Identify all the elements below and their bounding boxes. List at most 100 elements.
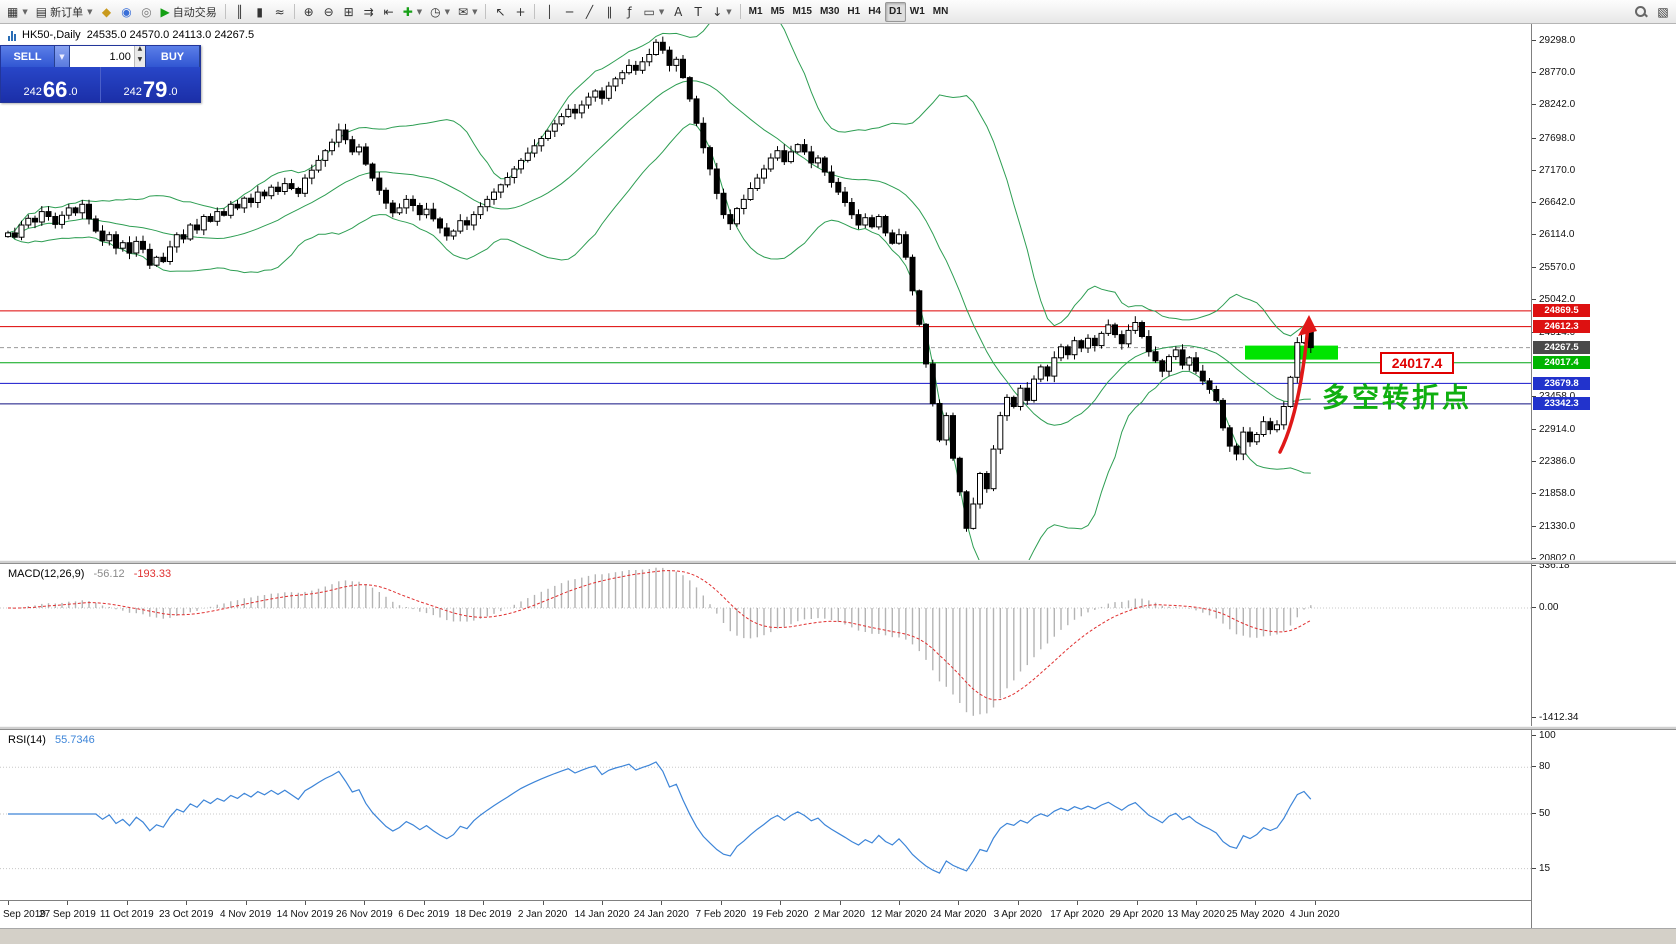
trend-arrow[interactable] (1278, 315, 1317, 454)
time-axis-label: 3 Apr 2020 (993, 909, 1042, 920)
sell-button[interactable]: SELL (1, 46, 55, 67)
fibonacci-button[interactable]: ƒ (619, 2, 639, 22)
price-chart-pane[interactable]: HK50-,Daily 24535.0 24570.0 24113.0 2426… (0, 24, 1676, 560)
status-strip (0, 928, 1676, 944)
cursor-button[interactable]: ↖ (490, 2, 510, 22)
chart-layout-button[interactable]: ▧ (1653, 2, 1673, 22)
autotrading-button[interactable]: ▶ 自动交易 (156, 2, 220, 22)
price-digits: 242 (23, 86, 42, 98)
horizontal-line-button[interactable]: ─ (559, 2, 579, 22)
candle (119, 240, 126, 252)
vertical-line-button[interactable]: │ (539, 2, 559, 22)
candle (855, 209, 862, 230)
line-chart-button[interactable]: ≈ (270, 2, 290, 22)
timeframe-h1[interactable]: H1 (843, 2, 864, 22)
rsi-axis-label: 15 (1539, 862, 1551, 874)
equidistant-channel-button[interactable]: ∥ (599, 2, 619, 22)
candle (801, 139, 808, 155)
pane-splitter[interactable] (0, 726, 1676, 730)
trendline-button[interactable]: ╱ (579, 2, 599, 22)
lot-spinner[interactable]: ▲ ▼ (133, 46, 145, 67)
candlestick-chart-button[interactable]: ▮ (250, 2, 270, 22)
cursor-button-icon: ↖ (495, 4, 506, 19)
chart-note-annotation[interactable]: 多空转折点 (1322, 383, 1472, 413)
candle (734, 207, 740, 227)
level-price-label[interactable]: 24017.4 (1380, 352, 1454, 374)
candle (875, 214, 882, 230)
sell-price-button[interactable]: 242 66.0 (1, 67, 101, 102)
timeframe-m15[interactable]: M15 (788, 2, 815, 22)
lot-spinner-down-icon[interactable]: ▼ (134, 56, 145, 67)
macd-pane[interactable]: MACD(12,26,9) -56.12 -193.33 (0, 564, 1676, 726)
periods-button[interactable]: ◷ ▼ (426, 2, 454, 22)
rsi-pane[interactable]: RSI(14) 55.7346 (0, 730, 1676, 900)
highlight-box[interactable] (1245, 345, 1338, 360)
shapes-button[interactable]: ▭ ▼ (639, 2, 668, 22)
macd-axis-label: -1412.34 (1539, 712, 1579, 723)
templates-button[interactable]: ✉ ▼ (454, 2, 481, 22)
candle (592, 89, 599, 102)
price-tag: 24869.5 (1533, 304, 1590, 318)
market-watch-button[interactable]: ◉ (116, 2, 136, 22)
rsi-name: RSI(14) (8, 734, 46, 746)
toolbar-separator (739, 4, 741, 19)
time-axis-label: 13 May 2020 (1167, 909, 1225, 920)
candle (65, 203, 72, 220)
chart-icon (8, 30, 16, 41)
timeframe-mn[interactable]: MN (929, 2, 953, 22)
candle (1152, 346, 1159, 363)
timeframe-m5[interactable]: M5 (767, 2, 789, 22)
equidistant-channel-button-icon: ∥ (606, 4, 613, 19)
level-lines-layer[interactable] (0, 310, 1531, 405)
text-button[interactable]: A (668, 2, 688, 22)
timeframe-m30[interactable]: M30 (816, 2, 843, 22)
tile-windows-button[interactable]: ⊞ (339, 2, 359, 22)
timeframe-mn-label: MN (932, 6, 949, 17)
timeframe-w1-label: W1 (909, 6, 925, 17)
crosshair-button[interactable]: + (510, 2, 530, 22)
new-order-button[interactable]: ▤ 新订单 ▼ (32, 2, 97, 22)
data-window-button[interactable]: ◎ (136, 2, 156, 22)
buy-price-button[interactable]: 242 79.0 (101, 67, 200, 102)
chart-shift-button[interactable]: ⇤ (379, 2, 399, 22)
price-axis[interactable]: 29298.0 28770.0 28242.0 27698.0 27170.0 26642… (1531, 24, 1676, 928)
lot-spinner-up-icon[interactable]: ▲ (134, 46, 145, 57)
sell-dropdown-icon[interactable]: ▼ (55, 46, 70, 67)
timeframe-h4[interactable]: H4 (864, 2, 885, 22)
zoom-in-button[interactable]: ⊕ (299, 2, 319, 22)
lot-size-input[interactable] (70, 46, 134, 67)
candle (5, 230, 11, 238)
candlestick-chart[interactable] (0, 24, 1531, 560)
arrows-button[interactable]: ↓ ▼ (708, 2, 735, 22)
candle (1085, 334, 1091, 353)
axis-tick (1532, 201, 1536, 203)
timeframe-m1[interactable]: M1 (745, 2, 767, 22)
timeframe-w1[interactable]: W1 (906, 2, 929, 22)
buy-button[interactable]: BUY (146, 46, 200, 67)
profiles-button[interactable]: ◆ (96, 2, 116, 22)
candle (538, 135, 545, 152)
time-axis[interactable]: Sep 2019 27 Sep 2019 11 Oct 2019 23 Oct 201… (0, 900, 1676, 928)
bar-chart-button[interactable]: ║ (230, 2, 250, 22)
timeframe-d1[interactable]: D1 (884, 1, 906, 22)
time-axis-label: 2 Mar 2020 (814, 909, 865, 920)
search-symbol-button[interactable] (1630, 2, 1651, 22)
time-axis-label: Sep 2019 (3, 909, 46, 920)
time-axis-label: 4 Nov 2019 (220, 909, 272, 920)
trendline-button-icon: ╱ (585, 4, 594, 19)
new-chart-button[interactable]: ▦ ▼ (3, 2, 32, 22)
candle (1199, 364, 1206, 386)
auto-scroll-button[interactable]: ⇉ (359, 2, 379, 22)
text-label-button[interactable]: T (688, 2, 708, 22)
indicators-button[interactable]: ✚ ▼ (399, 2, 426, 22)
candle (632, 60, 639, 75)
pane-splitter[interactable] (0, 560, 1676, 564)
candle (396, 203, 403, 215)
price-axis-label: 26114.0 (1539, 229, 1575, 241)
candle (821, 156, 828, 176)
candle (1166, 354, 1172, 377)
candle (32, 215, 38, 229)
candle (302, 174, 308, 197)
zoom-out-button[interactable]: ⊖ (319, 2, 339, 22)
axis-tick (1532, 429, 1536, 431)
